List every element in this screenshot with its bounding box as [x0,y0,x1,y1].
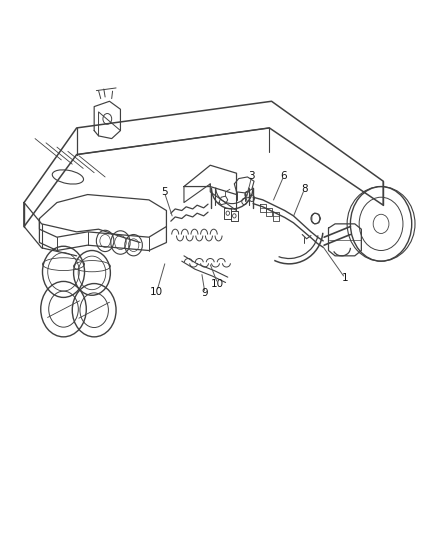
Text: 10: 10 [211,279,224,288]
Text: 9: 9 [201,288,208,298]
Text: 5: 5 [161,187,168,197]
Text: 1: 1 [342,273,349,283]
Text: 3: 3 [248,171,255,181]
Text: 6: 6 [280,171,287,181]
Text: 8: 8 [301,184,308,194]
Text: 10: 10 [150,287,163,296]
